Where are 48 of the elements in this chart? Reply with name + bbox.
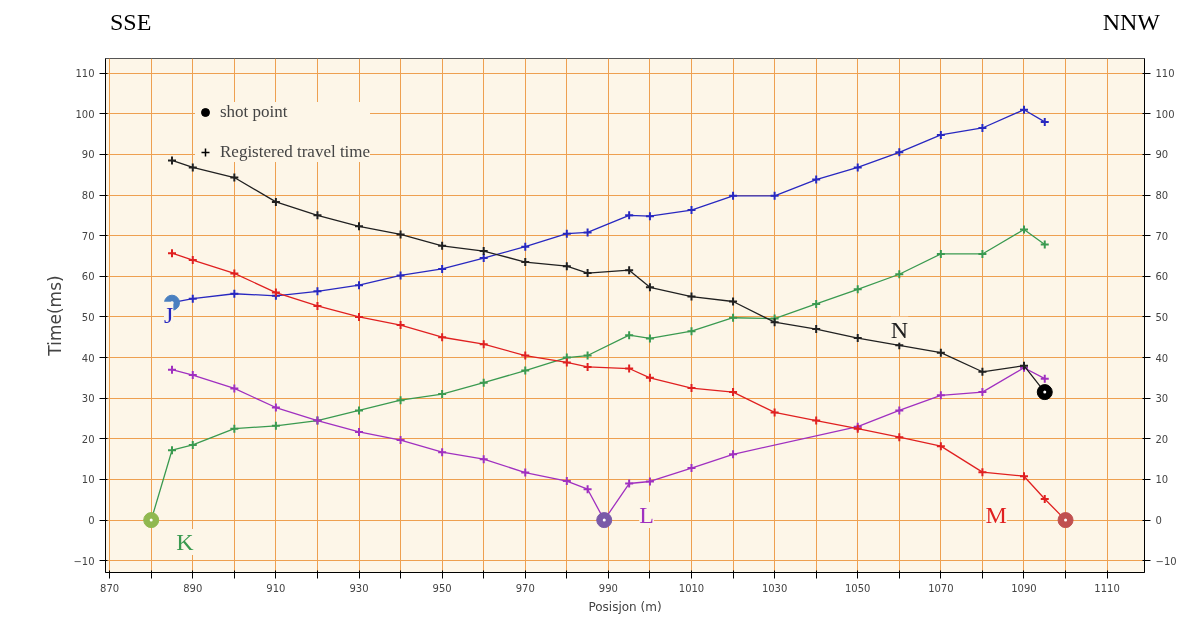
series-label: J [164, 301, 174, 328]
y2-tick-label: 80 [1155, 190, 1169, 202]
x-tick-label: 930 [349, 582, 369, 594]
y2-tick-label: 30 [1155, 393, 1169, 405]
legend-label: shot point [220, 102, 288, 122]
y-tick-label: 100 [75, 108, 95, 120]
x-tick-label: 990 [598, 582, 618, 594]
x-tick-label: 950 [432, 582, 452, 594]
y-tick-label: 10 [81, 474, 95, 486]
y-tick-label: 50 [81, 311, 95, 323]
y2-tick-label: 0 [1155, 515, 1162, 527]
y-tick-label: 70 [81, 230, 95, 242]
x-tick-label: 1010 [678, 582, 705, 594]
y2-tick-label: −10 [1155, 555, 1177, 567]
annotation: Registered travel time [220, 142, 371, 162]
x-tick-label: 910 [266, 582, 286, 594]
x-tick-label: 1030 [761, 582, 788, 594]
y-tick-label: 30 [81, 393, 95, 405]
y-tick-label: −10 [73, 555, 95, 567]
y-tick-label: 110 [75, 68, 95, 80]
y-tick-label: 0 [88, 515, 95, 527]
y-tick-label: 90 [81, 149, 95, 161]
y-tick-label: 40 [81, 352, 95, 364]
x-tick-label: 1070 [928, 582, 954, 594]
x-tick-label: 890 [183, 582, 203, 594]
x-axis-title: Posisjon (m) [588, 599, 662, 614]
y2-tick-label: 60 [1155, 271, 1169, 283]
x-tick-label: 1090 [1011, 582, 1037, 594]
x-tick-label: 1050 [845, 582, 871, 594]
y2-tick-label: 90 [1155, 149, 1169, 161]
y2-tick-label: 40 [1155, 352, 1169, 364]
y2-tick-label: 110 [1155, 68, 1175, 80]
series-label: N [890, 316, 909, 343]
y2-tick-label: 100 [1155, 108, 1175, 120]
y2-tick-label: 50 [1155, 311, 1169, 323]
y-tick-label: 20 [81, 433, 95, 445]
y2-tick-label: 10 [1155, 474, 1169, 486]
series-label: L [639, 502, 654, 529]
y-tick-label: 60 [81, 271, 95, 283]
y-axis-title: Time(ms) [45, 275, 66, 357]
series-label: M [985, 502, 1007, 529]
x-tick-label: 870 [100, 582, 120, 594]
y2-tick-label: 20 [1155, 433, 1169, 445]
y-tick-label: 80 [81, 190, 95, 202]
x-tick-label: 970 [515, 582, 535, 594]
series-label: K [176, 529, 195, 556]
y2-tick-label: 70 [1155, 230, 1169, 242]
x-tick-label: 1110 [1094, 582, 1120, 594]
